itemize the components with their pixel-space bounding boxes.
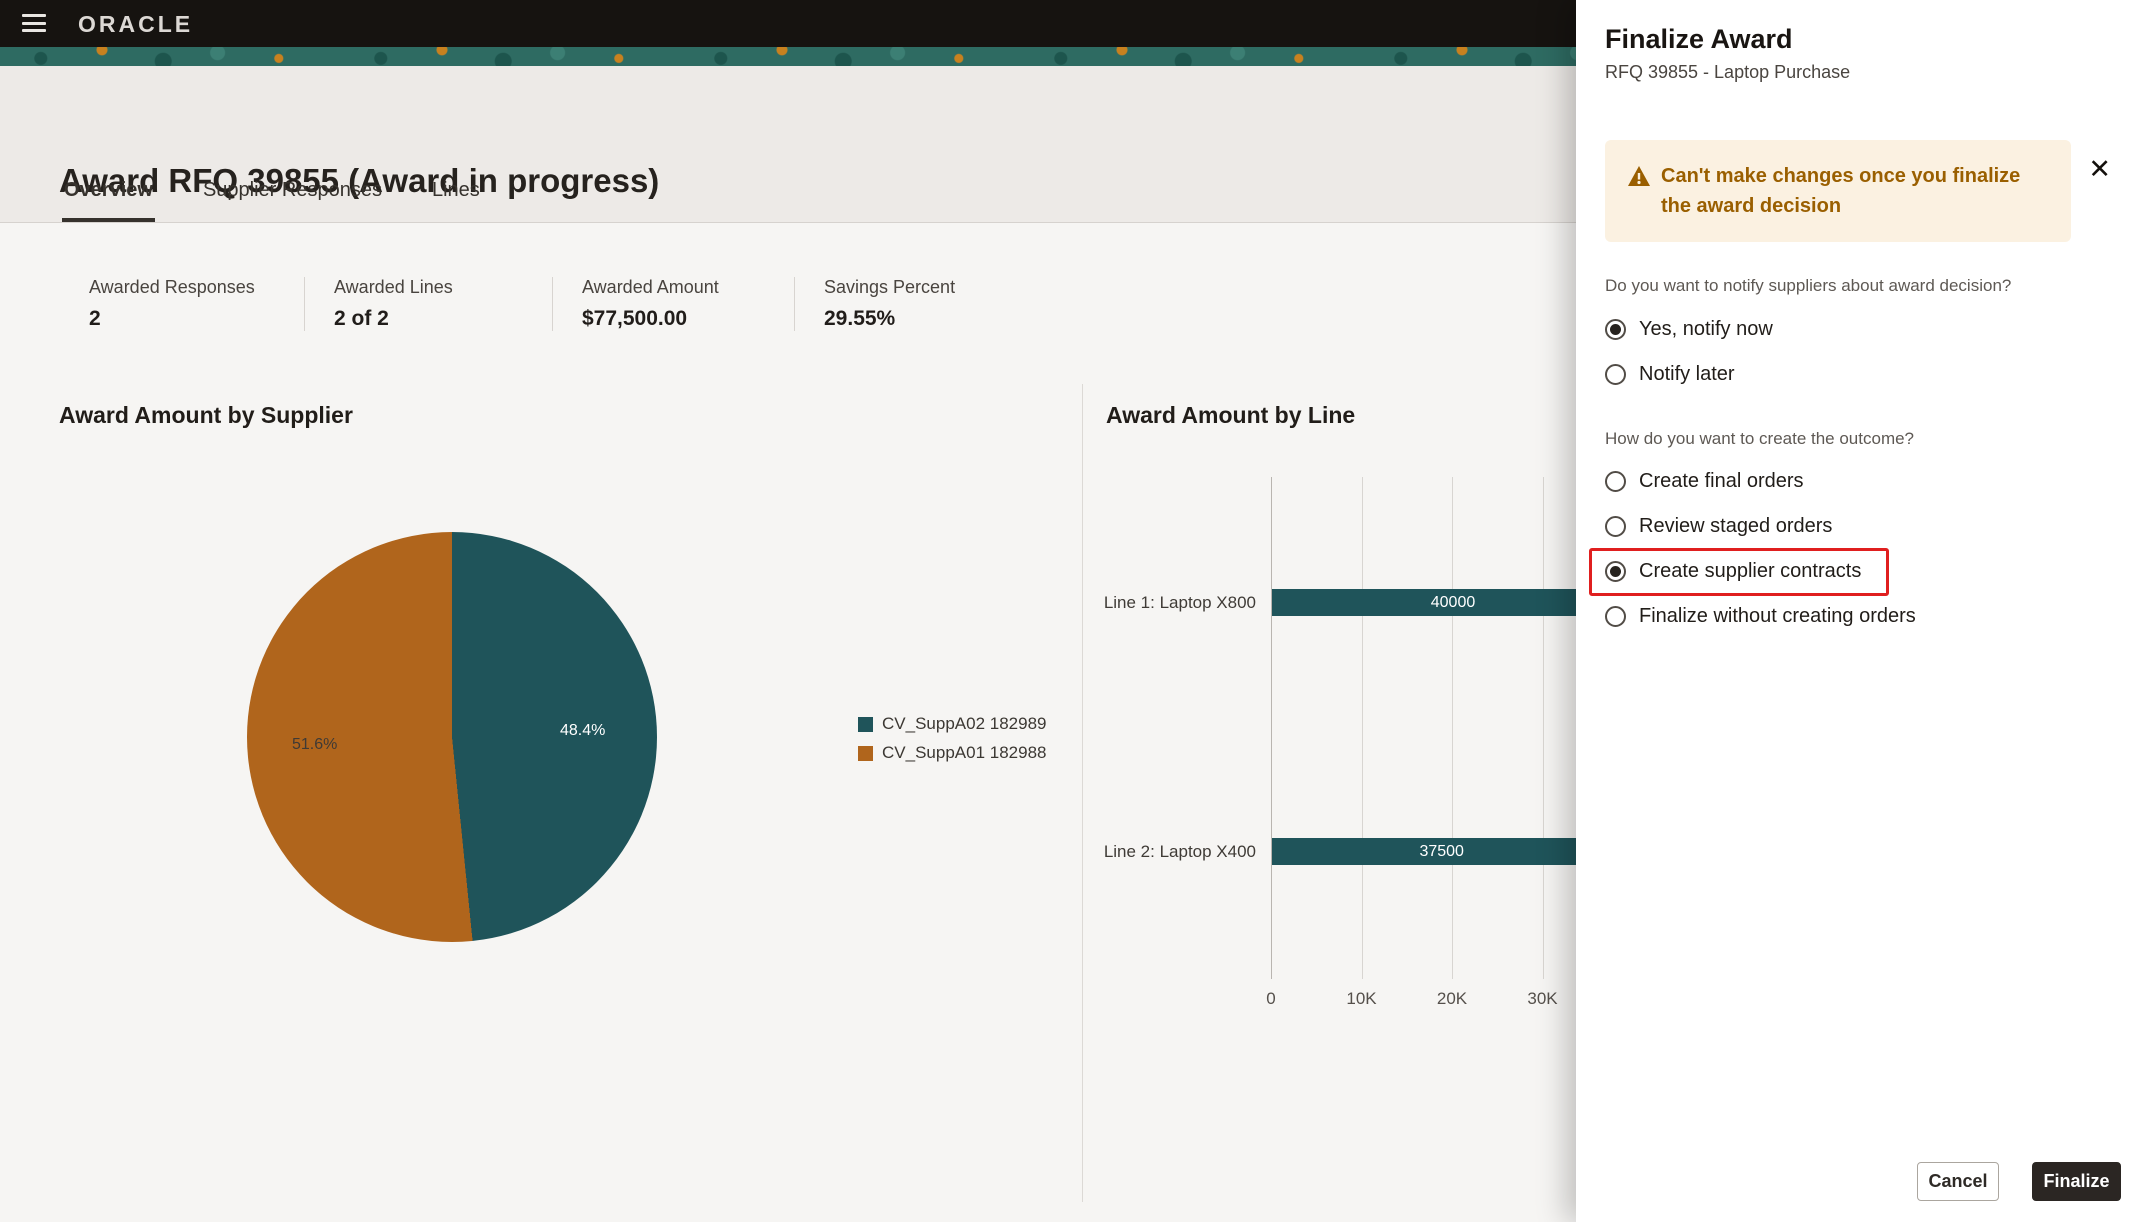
notify-question: Do you want to notify suppliers about aw… [1605, 276, 2012, 295]
bar-category-labels: Line 1: Laptop X800 Line 2: Laptop X400 [953, 477, 1256, 979]
outcome-option-review-staged-orders[interactable]: Review staged orders [1605, 504, 1916, 549]
stat-label: Savings Percent [824, 277, 956, 297]
radio-label: Create supplier contracts [1639, 560, 1862, 582]
stat-value: 29.55% [824, 307, 896, 330]
outcome-options: Create final orders Review staged orders C… [1605, 459, 1916, 639]
warning-text: Can't make changes once you finalize the… [1661, 165, 2021, 217]
gridline [1271, 477, 1272, 979]
warning-icon [1627, 161, 1651, 221]
radio-button-icon[interactable] [1605, 364, 1626, 385]
bar-value-label: 40000 [1430, 593, 1476, 611]
pie-slice-label-teal: 48.4% [560, 722, 606, 739]
outcome-option-create-final-orders[interactable]: Create final orders [1605, 459, 1916, 504]
tab-bar: Overview Supplier Responses Lines [62, 179, 482, 222]
radio-label: Review staged orders [1639, 515, 1833, 537]
chart-section-divider [1082, 384, 1083, 1202]
x-tick-label: 30K [1527, 989, 1558, 1008]
stat-awarded-lines: Awarded Lines 2 of 2 [304, 277, 552, 331]
panel-footer: Cancel Finalize [1917, 1162, 2121, 1201]
radio-button-icon[interactable] [1605, 516, 1626, 537]
tab-lines[interactable]: Lines [430, 179, 482, 222]
notify-option-notify-later[interactable]: Notify later [1605, 352, 1773, 397]
legend-item: CV_SuppA01 182988 [858, 743, 1046, 763]
stat-awarded-responses: Awarded Responses 2 [89, 277, 304, 331]
notify-options: Yes, notify now Notify later [1605, 307, 1773, 397]
x-tick-label: 0 [1266, 989, 1276, 1008]
finalize-award-panel: Finalize Award RFQ 39855 - Laptop Purcha… [1576, 0, 2147, 1222]
stat-value: 2 of 2 [334, 307, 389, 330]
legend-swatch-icon [858, 716, 873, 732]
tab-overview[interactable]: Overview [62, 179, 155, 222]
pie-legend: CV_SuppA02 182989 CV_SuppA01 182988 [858, 714, 1046, 763]
radio-label: Yes, notify now [1639, 318, 1773, 340]
radio-label: Create final orders [1639, 470, 1804, 492]
pie-chart-title: Award Amount by Supplier [59, 402, 353, 428]
legend-label: CV_SuppA01 182988 [882, 743, 1047, 762]
outcome-option-create-supplier-contracts[interactable]: Create supplier contracts [1605, 549, 1916, 594]
x-tick-label: 10K [1346, 989, 1377, 1008]
cancel-button[interactable]: Cancel [1917, 1162, 1999, 1201]
bar-line-2-laptop-x400: 37500 [1272, 838, 1612, 865]
panel-subtitle: RFQ 39855 - Laptop Purchase [1605, 62, 1851, 82]
bar-value-label: 37500 [1419, 842, 1464, 860]
stat-savings-percent: Savings Percent 29.55% [794, 277, 1094, 331]
page-title: Award RFQ 39855 (Award in progress) [59, 162, 660, 199]
radio-button-icon[interactable] [1605, 471, 1626, 492]
hamburger-menu-icon[interactable] [22, 12, 48, 34]
stat-label: Awarded Responses [89, 277, 255, 297]
legend-label: CV_SuppA02 182989 [882, 714, 1047, 733]
bar-category-label: Line 1: Laptop X800 [1103, 593, 1256, 612]
legend-swatch-icon [858, 745, 873, 761]
radio-label: Finalize without creating orders [1639, 605, 1916, 627]
stat-value: $77,500.00 [582, 307, 688, 330]
panel-title: Finalize Award [1605, 24, 1793, 54]
stat-value: 2 [89, 307, 101, 330]
bar-category-label: Line 2: Laptop X400 [1103, 842, 1256, 861]
close-icon[interactable]: ✕ [2088, 154, 2111, 184]
bar-chart-plot: 0 10K 20K 30K 40000 37500 [1266, 477, 1891, 1008]
tab-supplier-responses[interactable]: Supplier Responses [201, 179, 384, 222]
oracle-logo: ORACLE [78, 11, 194, 37]
gridline [1452, 477, 1453, 979]
pie-slice-label-orange: 51.6% [292, 736, 338, 753]
gridline [1361, 477, 1363, 979]
stat-label: Awarded Lines [334, 277, 453, 297]
stat-awarded-amount: Awarded Amount $77,500.00 [552, 277, 794, 331]
outcome-option-finalize-without-creating-orders[interactable]: Finalize without creating orders [1605, 594, 1916, 639]
bar-chart-title: Award Amount by Line [1106, 402, 1356, 428]
radio-button-icon[interactable] [1605, 319, 1626, 340]
warning-banner: Can't make changes once you finalize the… [1605, 140, 2071, 242]
legend-item: CV_SuppA02 182989 [858, 714, 1046, 734]
radio-button-icon[interactable] [1605, 561, 1626, 582]
radio-label: Notify later [1639, 363, 1735, 385]
bar-line-1-laptop-x800: 40000 [1272, 589, 1634, 616]
stats-row: Awarded Responses 2 Awarded Lines 2 of 2 Awa… [89, 277, 1094, 331]
outcome-question: How do you want to create the outcome? [1605, 429, 1915, 448]
notify-option-yes-notify-now[interactable]: Yes, notify now [1605, 307, 1773, 352]
finalize-button[interactable]: Finalize [2032, 1162, 2121, 1201]
stat-label: Awarded Amount [582, 277, 719, 297]
x-tick-label: 20K [1436, 989, 1468, 1008]
pie-chart [247, 532, 657, 942]
gridline [1542, 477, 1544, 979]
radio-button-icon[interactable] [1605, 606, 1626, 627]
